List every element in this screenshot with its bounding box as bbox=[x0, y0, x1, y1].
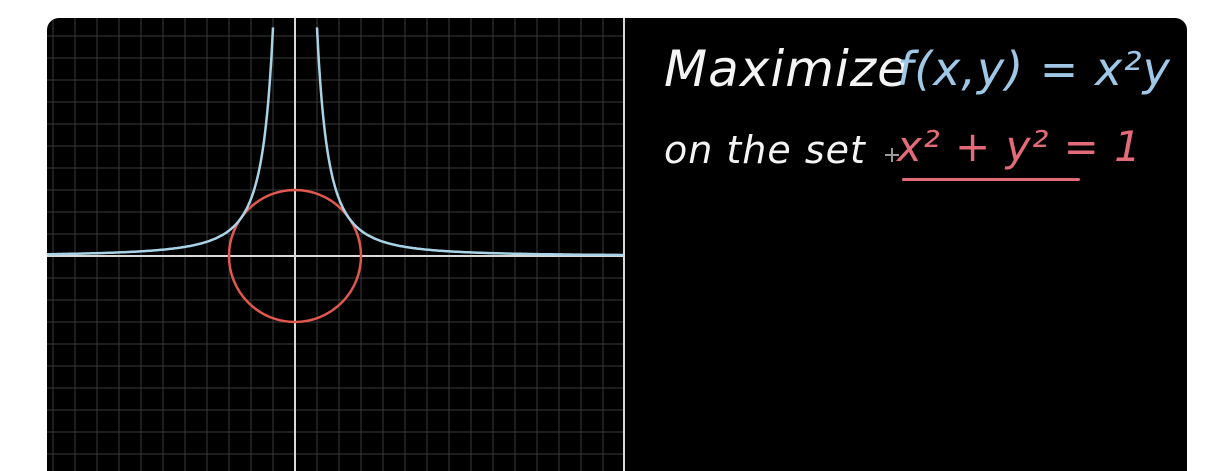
maximize-label: Maximize bbox=[664, 40, 909, 98]
grid bbox=[47, 18, 623, 471]
function-level-curve-left bbox=[47, 27, 275, 256]
constraint-circle bbox=[227, 188, 363, 324]
constraint-underline bbox=[902, 178, 1080, 181]
crosshair-cursor-icon bbox=[885, 148, 899, 162]
panel-divider bbox=[623, 18, 625, 471]
function-level-curve-right bbox=[315, 27, 623, 257]
function-expression: f(x,y) = x²y bbox=[897, 42, 1171, 96]
video-frame: Maximize f(x,y) = x²y on the set x² + y²… bbox=[47, 18, 1187, 471]
constraint-label: on the set bbox=[664, 128, 866, 172]
graph-panel bbox=[47, 18, 623, 471]
constraint-equation: x² + y² = 1 bbox=[897, 122, 1142, 171]
